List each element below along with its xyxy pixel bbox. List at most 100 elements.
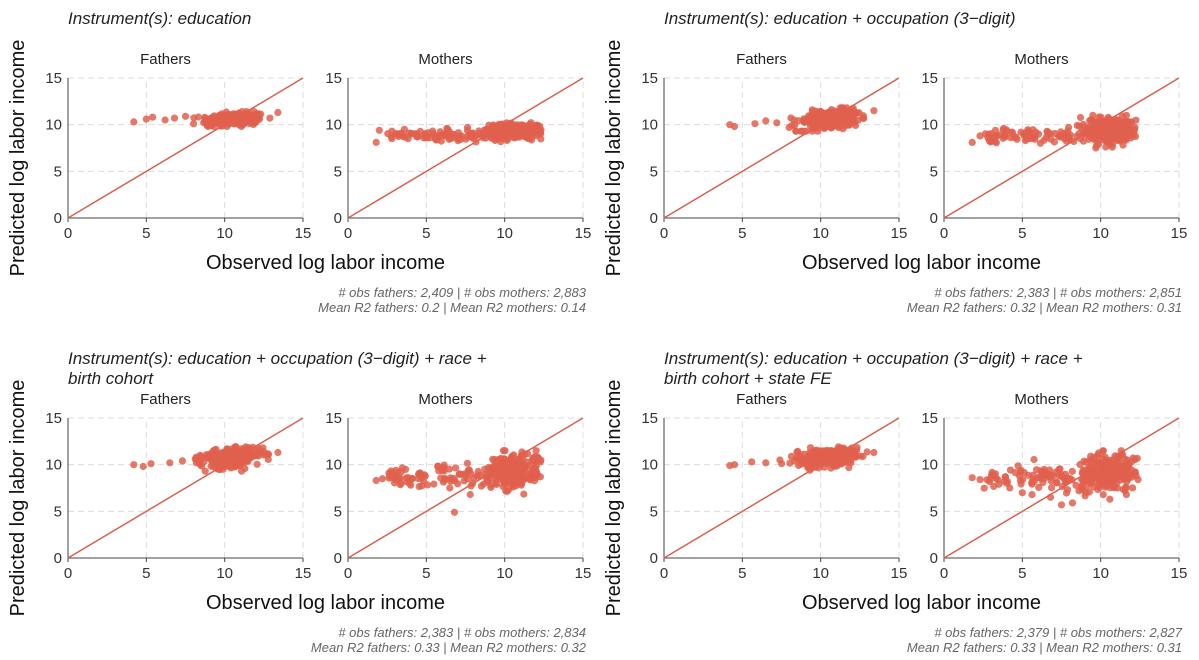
x-tick-label: 5 [422, 565, 430, 582]
x-tick-label: 5 [1018, 225, 1026, 242]
data-point [1122, 491, 1130, 499]
x-tick-label: 10 [216, 565, 233, 582]
data-point [840, 444, 848, 452]
data-point [201, 113, 209, 121]
data-point [992, 139, 1000, 147]
x-axis-label: Observed log labor income [802, 252, 1041, 274]
data-point [1070, 137, 1078, 146]
data-point [1072, 481, 1080, 489]
y-tick-label: 0 [334, 550, 342, 567]
data-point [841, 114, 849, 122]
data-point [372, 476, 380, 485]
data-point [1103, 137, 1111, 146]
data-point [461, 471, 470, 480]
x-tick-label: 0 [344, 225, 352, 242]
data-point [220, 450, 228, 458]
data-point [1030, 455, 1038, 464]
data-point [469, 480, 477, 488]
facet-label: Mothers [418, 51, 472, 68]
data-point [260, 451, 268, 459]
reference-line [663, 417, 900, 559]
x-tick-label: 10 [812, 225, 829, 242]
data-point [1124, 118, 1133, 126]
data-point [1079, 131, 1087, 139]
x-tick-label: 0 [660, 225, 668, 242]
data-point [510, 129, 518, 137]
points [968, 447, 1142, 509]
data-point [400, 125, 408, 133]
data-point [533, 469, 541, 477]
data-point [482, 470, 490, 478]
y-tick-label: 15 [641, 410, 658, 427]
data-point [989, 471, 997, 479]
data-point [1098, 454, 1106, 462]
data-point [1097, 471, 1105, 479]
data-point [537, 135, 545, 143]
data-point [498, 463, 506, 471]
data-point [139, 462, 147, 471]
data-point [801, 455, 809, 463]
data-point [1121, 471, 1129, 479]
panel-note: Mean R2 fathers: 0.32 | Mean R2 mothers:… [907, 300, 1182, 315]
data-point [235, 454, 243, 462]
data-point [1037, 467, 1045, 475]
data-point [492, 480, 501, 488]
panel-3: Instrument(s): education + occupation (3… [7, 349, 591, 655]
data-point [1025, 131, 1033, 139]
y-tick-label: 10 [921, 457, 938, 474]
data-point [1080, 457, 1088, 465]
data-point [483, 125, 491, 133]
y-tick-label: 10 [921, 117, 938, 134]
data-point [870, 107, 878, 115]
data-point [274, 108, 282, 117]
data-point [1130, 128, 1138, 137]
data-point [792, 127, 800, 135]
data-point [190, 120, 198, 128]
panel-title: Instrument(s): education + occupation (3… [664, 9, 1016, 28]
data-point [225, 450, 233, 459]
panel-1: Instrument(s): education Predicted log la… [7, 9, 591, 315]
data-point [804, 112, 813, 120]
data-point [1044, 128, 1052, 136]
data-point [501, 447, 509, 455]
points [372, 447, 545, 516]
data-point [457, 132, 465, 140]
y-tick-label: 5 [54, 503, 62, 520]
data-point [492, 462, 500, 470]
data-point [1096, 483, 1104, 492]
data-point [791, 121, 799, 129]
data-point [851, 451, 859, 459]
y-tick-label: 15 [45, 70, 62, 87]
data-point [463, 459, 471, 467]
data-point [1115, 117, 1123, 125]
data-point [431, 132, 439, 140]
data-point [1057, 133, 1065, 141]
data-point [511, 480, 519, 488]
data-point [455, 470, 463, 478]
x-tick-label: 5 [1018, 565, 1026, 582]
data-point [1122, 134, 1130, 142]
facet-label: Fathers [736, 391, 787, 408]
data-point [968, 474, 976, 482]
y-tick-label: 10 [45, 457, 62, 474]
x-tick-label: 5 [142, 565, 150, 582]
data-point [1102, 143, 1110, 151]
data-point [730, 122, 739, 131]
x-tick-label: 5 [422, 225, 430, 242]
data-point [1105, 470, 1113, 478]
reference-line [347, 417, 584, 559]
data-point [397, 479, 405, 487]
x-tick-label: 0 [64, 225, 72, 242]
data-point [507, 463, 515, 472]
data-point [194, 454, 202, 462]
data-point [1047, 135, 1055, 143]
reference-line [943, 77, 1180, 219]
data-point [748, 458, 756, 466]
data-point [1058, 482, 1066, 490]
data-point [1119, 485, 1127, 493]
data-point [1101, 119, 1109, 127]
data-point [518, 479, 526, 488]
x-tick-label: 0 [344, 565, 352, 582]
panel-note: Mean R2 fathers: 0.33 | Mean R2 mothers:… [907, 640, 1182, 655]
y-tick-label: 5 [930, 163, 938, 180]
